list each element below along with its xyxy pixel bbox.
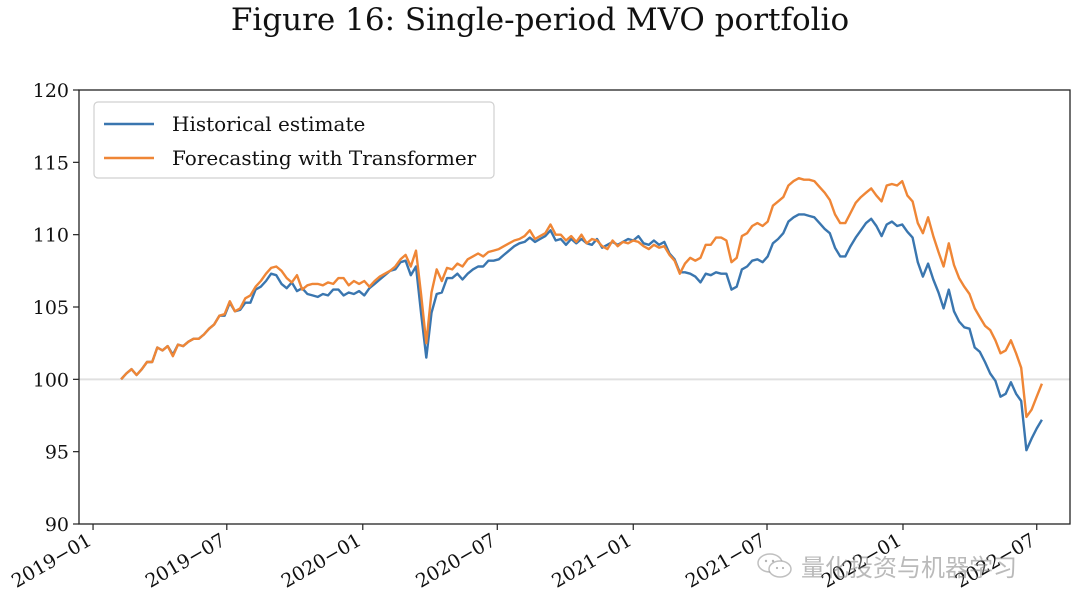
y-tick-label: 95 — [45, 442, 69, 464]
legend-label: Forecasting with Transformer — [172, 146, 477, 170]
y-tick-label: 105 — [33, 297, 69, 319]
watermark-text: 量化投资与机器学习 — [801, 554, 1017, 582]
x-tick-label: 2019−01 — [8, 529, 96, 592]
series-line-historical-estimate — [120, 213, 1043, 452]
x-tick-label: 2020−01 — [278, 529, 366, 592]
x-tick-label: 2020−07 — [412, 529, 500, 592]
y-tick-label: 115 — [33, 152, 69, 174]
legend: Historical estimate Forecasting with Tran… — [93, 101, 495, 179]
y-tick-label: 100 — [33, 369, 69, 391]
y-tick-label: 90 — [45, 514, 69, 536]
x-tick-label: 2019−07 — [142, 529, 230, 592]
legend-box — [93, 101, 495, 179]
x-tick-label: 2021−01 — [548, 529, 636, 592]
watermark: 量化投资与机器学习 — [755, 548, 1017, 583]
figure-title: Figure 16: Single-period MVO portfolio — [230, 2, 850, 38]
series-group — [120, 176, 1044, 452]
wechat-icon — [757, 552, 792, 578]
y-tick-label: 120 — [33, 80, 69, 102]
y-tick-label: 110 — [33, 225, 69, 247]
legend-label: Historical estimate — [172, 112, 365, 136]
series-line-forecasting-transformer — [120, 176, 1044, 419]
y-axis-ticks: 90 95 100 105 110 115 120 — [33, 80, 79, 536]
